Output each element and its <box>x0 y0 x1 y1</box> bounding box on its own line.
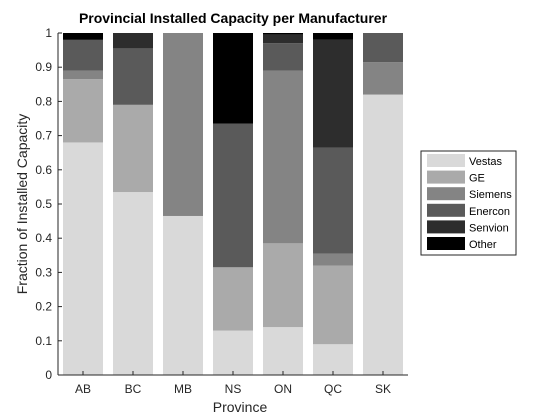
bar-segment-on-ge <box>263 243 303 328</box>
bar-segment-qc-other <box>313 33 353 40</box>
bar-segment-sk-vestas <box>363 94 403 375</box>
bar-segment-qc-vestas <box>313 344 353 375</box>
bar-segment-ns-ge <box>213 267 253 331</box>
bar-segment-bc-ge <box>113 104 153 193</box>
bar-segment-ab-vestas <box>63 142 103 375</box>
legend-label-ge: GE <box>469 173 485 185</box>
y-tick-label: 0.9 <box>35 60 52 74</box>
legend-label-vestas: Vestas <box>469 156 503 168</box>
bar-segment-sk-siemens <box>363 62 403 95</box>
y-tick-label: 0.8 <box>35 94 52 108</box>
y-ticks: 0 0.1 0.2 0.3 0.4 0.5 0.6 0.7 0.8 0.9 1 <box>35 26 62 382</box>
legend-label-enercon: Enercon <box>469 206 510 218</box>
bar-segment-ns-enercon <box>213 123 253 268</box>
y-tick-label: 0 <box>45 368 52 382</box>
chart-title: Provincial Installed Capacity per Manufa… <box>79 10 388 26</box>
x-tick-label-ns: NS <box>225 382 242 396</box>
bar-segment-ns-other <box>213 33 253 124</box>
y-tick-label: 0.1 <box>35 334 52 348</box>
legend-swatch-siemens <box>427 187 465 201</box>
bar-segment-ab-ge <box>63 79 103 143</box>
x-tick-label-ab: AB <box>75 382 91 396</box>
legend-label-siemens: Siemens <box>469 189 512 201</box>
bar-segment-ab-other <box>63 33 103 40</box>
y-tick-label: 0.7 <box>35 129 52 143</box>
legend-swatch-senvion <box>427 220 465 234</box>
y-tick-label: 0.6 <box>35 163 52 177</box>
bar-segment-mb-vestas <box>163 215 203 375</box>
bar-segment-mb-siemens <box>163 33 203 216</box>
bar-segment-qc-senvion <box>313 39 353 148</box>
legend-label-senvion: Senvion <box>469 222 509 234</box>
x-tick-label-mb: MB <box>174 382 192 396</box>
y-tick-label: 0.4 <box>35 231 52 245</box>
x-axis-title: Province <box>213 399 268 415</box>
bar-segment-on-vestas <box>263 327 303 375</box>
y-tick-label: 0.5 <box>35 197 52 211</box>
bar-segment-ns-vestas <box>213 330 253 375</box>
bar-segment-qc-enercon <box>313 147 353 254</box>
x-tick-label-on: ON <box>274 382 292 396</box>
y-axis-title: Fraction of Installed Capacity <box>14 114 30 295</box>
bar-segment-on-siemens <box>263 70 303 244</box>
bar-segment-bc-senvion <box>113 33 153 49</box>
legend-swatch-other <box>427 237 465 250</box>
bar-segment-qc-siemens <box>313 253 353 266</box>
bar-segment-bc-vestas <box>113 192 153 375</box>
bar-segment-sk-enercon <box>363 33 403 63</box>
bar-segment-on-enercon <box>263 43 303 71</box>
bar-segment-on-other <box>263 33 303 35</box>
legend: Vestas GE Siemens Enercon Senvion Other <box>420 150 517 256</box>
bar-segment-ab-enercon <box>63 39 103 71</box>
bar-segment-on-senvion <box>263 34 303 44</box>
bar-segment-ab-siemens <box>63 70 103 80</box>
x-ticks: AB BC MB NS ON QC SK <box>75 371 391 396</box>
bars-layer <box>63 33 403 375</box>
bar-segment-qc-ge <box>313 265 353 345</box>
y-tick-label: 0.2 <box>35 300 52 314</box>
y-tick-label: 1 <box>45 26 52 40</box>
legend-swatch-enercon <box>427 203 465 217</box>
x-tick-label-qc: QC <box>324 382 342 396</box>
legend-swatch-ge <box>427 170 465 184</box>
legend-label-other: Other <box>469 239 497 251</box>
y-tick-label: 0.3 <box>35 265 52 279</box>
bar-segment-bc-enercon <box>113 48 153 105</box>
x-tick-label-bc: BC <box>125 382 142 396</box>
legend-swatch-vestas <box>427 154 465 167</box>
x-tick-label-sk: SK <box>375 382 391 396</box>
